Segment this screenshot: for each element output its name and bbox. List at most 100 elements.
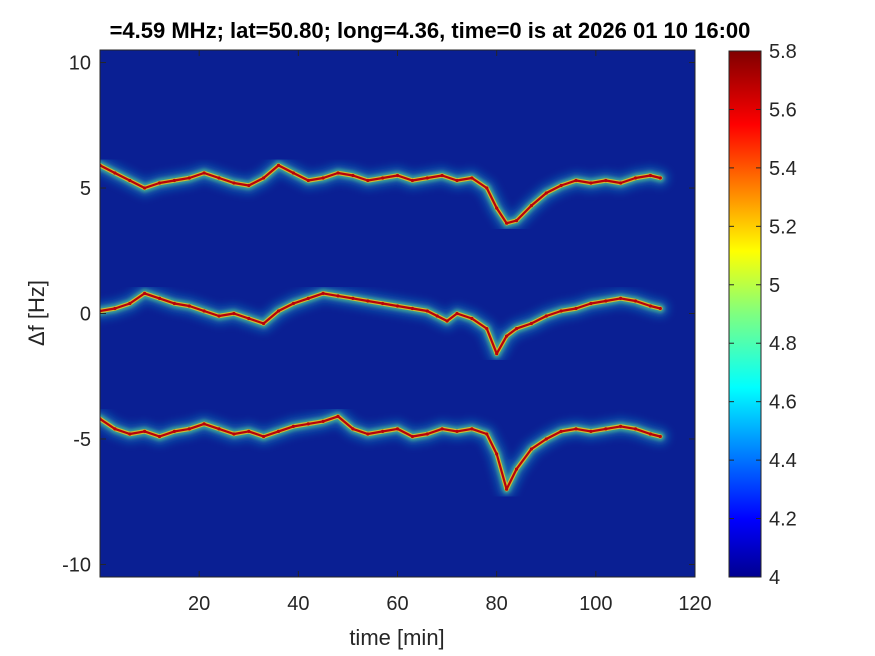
trace-point: [435, 314, 439, 318]
trace-point: [633, 176, 638, 180]
y-tick-label: -5: [73, 429, 91, 451]
colorbar-axis: 4 4.2 4.4 4.6 4.8 5 5.2 5.4 5.6 5.8: [729, 41, 797, 589]
trace-point: [455, 178, 459, 183]
trace-point: [410, 178, 414, 183]
trace-point: [291, 424, 295, 428]
trace-point: [619, 181, 623, 185]
trace-point: [445, 319, 449, 323]
trace-point: [232, 311, 236, 316]
trace-point: [381, 176, 385, 180]
trace-point: [232, 432, 236, 436]
trace-point: [306, 296, 310, 300]
trace-point: [128, 301, 132, 306]
trace-point: [113, 427, 117, 431]
x-axis-label: time [min]: [349, 625, 444, 650]
trace-point: [658, 306, 662, 311]
trace-point: [544, 437, 548, 441]
trace-point: [217, 314, 221, 318]
x-tick-label: 100: [579, 593, 612, 615]
trace-point: [544, 314, 548, 318]
trace-point: [619, 424, 623, 428]
trace-point: [529, 321, 534, 326]
trace-point: [187, 176, 191, 180]
colorbar-tick-label: 4.4: [769, 450, 797, 472]
trace-point: [128, 432, 132, 436]
trace-point: [514, 327, 519, 331]
trace-point: [529, 204, 534, 208]
y-tick-label: 10: [69, 53, 91, 75]
trace-point: [202, 422, 206, 426]
trace-point: [321, 176, 325, 180]
trace-point: [336, 171, 340, 175]
trace-point: [143, 291, 147, 295]
trace-point: [143, 429, 147, 433]
trace-2: [100, 284, 670, 363]
trace-point: [113, 306, 117, 311]
trace-point: [291, 301, 295, 306]
trace-point: [247, 429, 251, 433]
colorbar-tick-label: 5.2: [769, 216, 797, 238]
trace-point: [648, 173, 653, 178]
trace-point: [485, 186, 489, 190]
trace-point: [589, 301, 593, 306]
trace-point: [440, 427, 444, 431]
trace-point: [276, 309, 281, 313]
colorbar-tick-label: 4.2: [769, 509, 797, 531]
trace-point: [366, 432, 370, 436]
trace-point: [544, 191, 548, 195]
trace-point: [574, 306, 578, 311]
trace-point: [485, 327, 489, 331]
trace-point: [172, 301, 176, 306]
trace-point: [425, 309, 429, 313]
trace-point: [351, 296, 355, 300]
trace-point: [276, 429, 281, 433]
y-axis-label: Δf [Hz]: [24, 280, 49, 346]
trace-point: [505, 487, 509, 491]
trace-point: [247, 183, 251, 188]
trace-point: [395, 304, 400, 308]
colorbar-tick-label: 5: [769, 275, 780, 297]
trace-point: [262, 176, 266, 180]
trace-point: [505, 334, 509, 338]
trace-point: [202, 171, 206, 175]
trace-point: [366, 299, 370, 303]
trace-point: [410, 434, 414, 439]
trace-point: [381, 429, 385, 433]
trace-point: [306, 422, 310, 426]
trace-point: [395, 173, 400, 178]
trace-point: [589, 181, 593, 185]
x-tick-label: 120: [678, 593, 711, 615]
trace-point: [604, 299, 608, 303]
colorbar: [728, 50, 762, 578]
trace-point: [157, 181, 162, 185]
trace-point: [425, 432, 429, 436]
trace-point: [574, 427, 578, 431]
y-axis: 10 5 0 -5 -10: [62, 53, 695, 576]
trace-point: [470, 316, 474, 321]
trace-point: [559, 429, 563, 433]
trace-point: [217, 427, 221, 431]
x-tick-label: 80: [486, 593, 508, 615]
colorbar-tick-label: 4.6: [769, 392, 797, 414]
trace-point: [559, 183, 563, 188]
colorbar-tick-label: 5.8: [769, 41, 797, 63]
trace-point: [395, 427, 400, 431]
trace-point: [336, 294, 340, 298]
trace-point: [619, 296, 623, 300]
trace-point: [514, 467, 519, 471]
x-tick-label: 40: [287, 593, 309, 615]
colorbar-tick-label: 4.8: [769, 333, 797, 355]
trace-point: [143, 186, 147, 190]
trace-point: [217, 176, 221, 180]
trace-point: [470, 176, 474, 180]
trace-3: [100, 407, 670, 499]
trace-point: [410, 306, 414, 311]
trace-point: [425, 176, 429, 180]
trace-point: [381, 301, 385, 306]
trace-point: [336, 414, 340, 418]
trace-point: [633, 427, 638, 431]
trace-point: [648, 304, 653, 308]
trace-point: [321, 419, 325, 423]
trace-point: [455, 311, 459, 316]
